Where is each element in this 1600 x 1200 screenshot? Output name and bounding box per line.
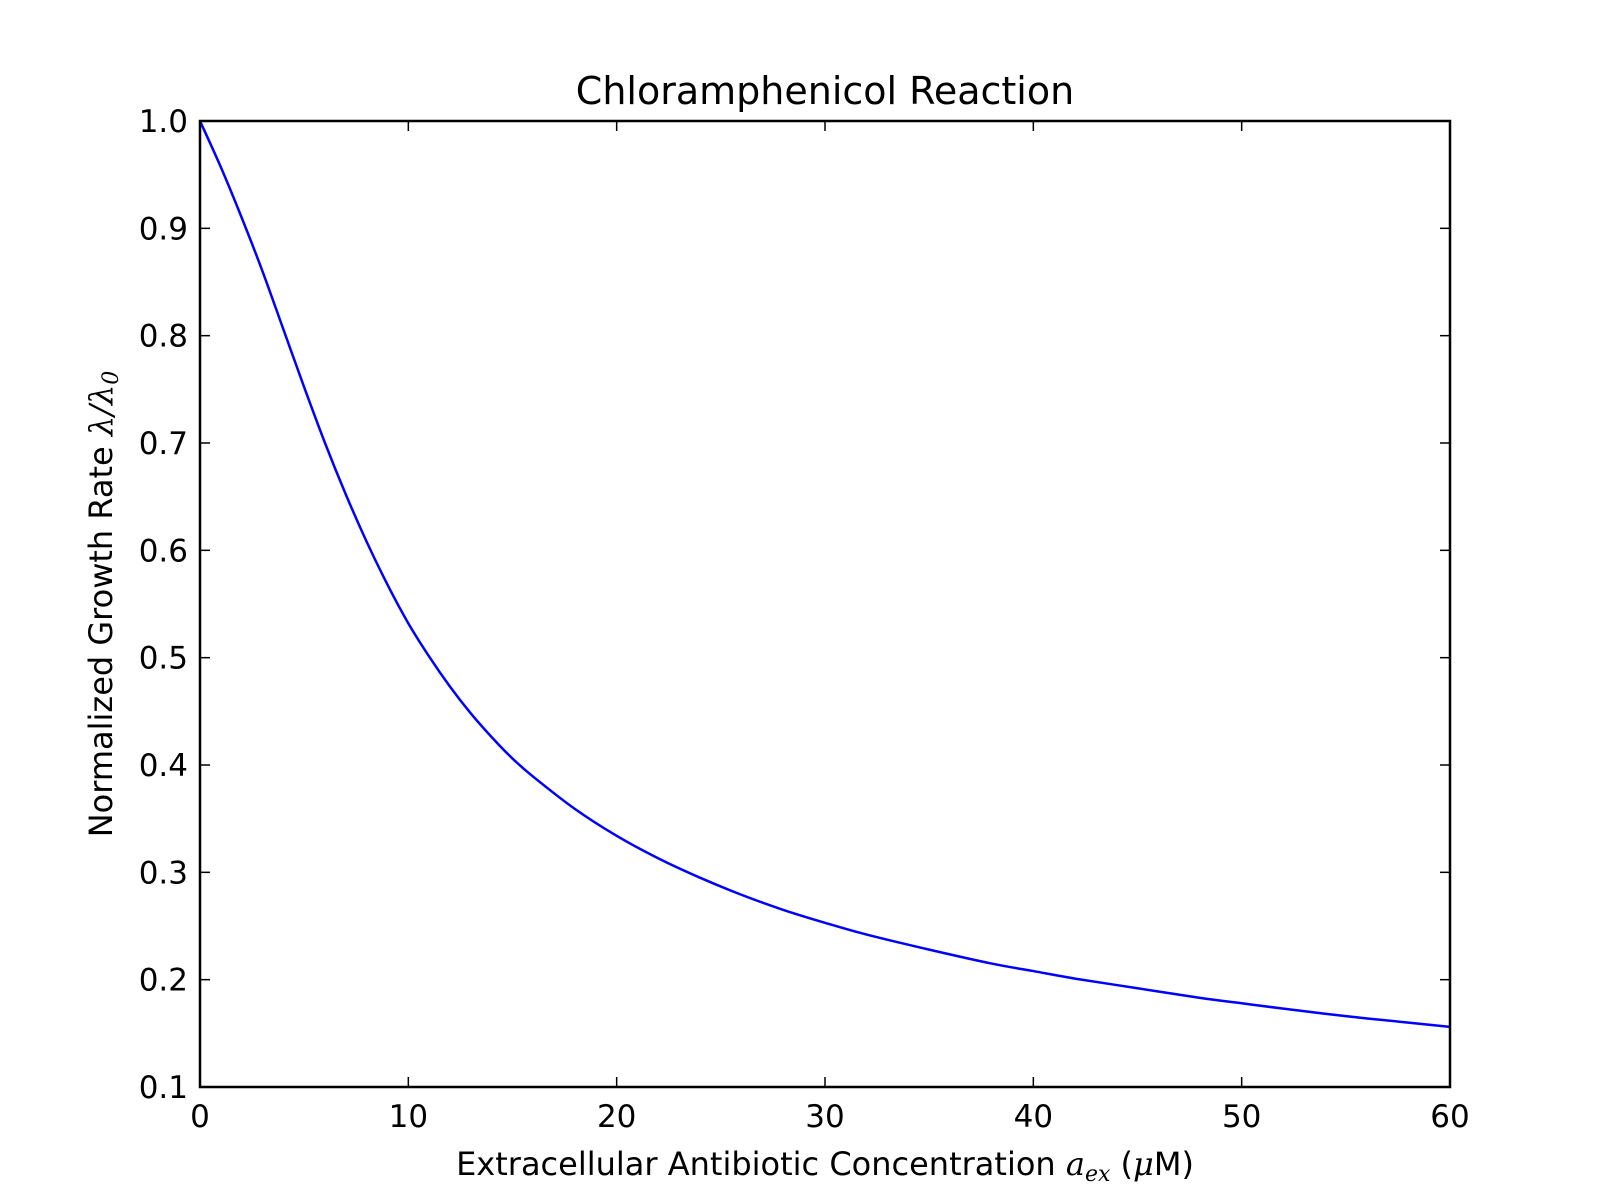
- x-axis-unit-close: M): [1154, 1145, 1194, 1183]
- x-axis-math-variable: a: [1066, 1145, 1085, 1183]
- chart-title: Chloramphenicol Reaction: [576, 69, 1074, 113]
- y-axis-math-slash: /: [82, 402, 120, 419]
- y-tick-labels: 0.1 0.2 0.3 0.4 0.5 0.6 0.7 0.8 0.9 1.0: [139, 104, 188, 1106]
- x-axis-unit-open: (: [1110, 1145, 1133, 1183]
- y-tick-label: 0.1: [139, 1070, 188, 1106]
- series-line: [198, 120, 1451, 1029]
- x-axis-label-text: Extracellular Antibiotic Concentration: [456, 1145, 1066, 1183]
- x-tick-label: 30: [805, 1099, 844, 1135]
- x-axis-label: Extracellular Antibiotic Concentration a…: [456, 1145, 1194, 1187]
- x-tick-label: 10: [389, 1099, 428, 1135]
- x-tick-label: 50: [1222, 1099, 1261, 1135]
- y-tick-label: 0.6: [139, 533, 188, 569]
- y-tick-label: 0.2: [139, 963, 188, 999]
- y-tick-label: 0.9: [139, 211, 188, 247]
- y-axis-math-subscript: 0: [99, 371, 124, 385]
- y-axis-label: Normalized Growth Rate λ/λ0: [82, 371, 124, 838]
- y-tick-label: 0.5: [139, 641, 188, 677]
- y-tick-label: 0.8: [139, 319, 188, 355]
- y-tick-label: 0.7: [139, 426, 188, 462]
- x-tick-label: 0: [190, 1099, 210, 1135]
- y-axis-label-text: Normalized Growth Rate: [82, 436, 120, 837]
- plot-frame: [198, 119, 1452, 1089]
- y-tick-label: 1.0: [139, 104, 188, 140]
- x-tick-label: 60: [1430, 1099, 1469, 1135]
- y-tick-label: 0.3: [139, 855, 188, 891]
- x-tick-labels: 0 10 20 30 40 50 60: [190, 1099, 1470, 1135]
- x-tick-label: 20: [597, 1099, 636, 1135]
- y-axis-math-lambda: λ: [82, 416, 120, 438]
- x-axis-unit-mu: μ: [1133, 1145, 1154, 1183]
- x-axis-math-subscript: ex: [1085, 1162, 1111, 1187]
- y-axis-math-lambda0: λ: [82, 385, 120, 407]
- x-tick-label: 40: [1014, 1099, 1053, 1135]
- y-tick-label: 0.4: [139, 748, 188, 784]
- series-layer: [198, 120, 1451, 1029]
